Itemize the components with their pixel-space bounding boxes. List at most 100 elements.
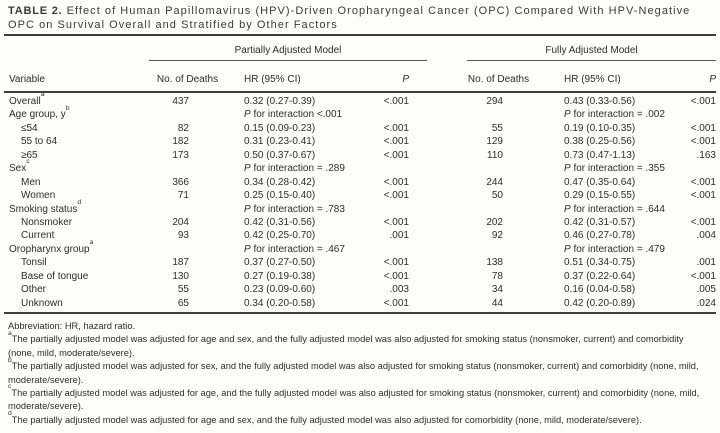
- deaths-fully: 110: [487, 149, 503, 161]
- table-number: TABLE 2.: [8, 5, 63, 17]
- row-label: Oropharynx groupa: [9, 238, 94, 255]
- p-fully: <.001: [690, 190, 716, 202]
- deaths-partial: 187: [172, 257, 189, 269]
- deaths-partial: 65: [177, 297, 189, 309]
- hr-fully: 0.51 (0.34-0.75): [564, 257, 636, 269]
- hr-partial: 0.31 (0.23-0.41): [244, 136, 316, 148]
- hr-fully: 0.47 (0.35-0.64): [564, 176, 636, 188]
- p-symbol: P: [244, 109, 251, 121]
- table-row: Nonsmoker 204 0.42 (0.31-0.56) <.001 202 0.42…: [4, 216, 716, 229]
- row-label: Men: [21, 176, 41, 188]
- hr-partial: P for interaction = .467: [244, 243, 345, 255]
- row-label: Women: [21, 190, 56, 202]
- hr-fully: P for interaction = .479: [564, 243, 665, 255]
- deaths-fully: 34: [491, 284, 503, 296]
- hr-fully: 0.38 (0.25-0.56): [564, 136, 636, 148]
- hr-fully: 0.43 (0.33-0.56): [564, 96, 636, 107]
- deaths-partial: 173: [172, 149, 189, 161]
- deaths-column-header-partial: No. of Deaths: [156, 74, 219, 85]
- table-row: Men 366 0.34 (0.28-0.42) <.001 244 0.47 (0.35…: [4, 176, 716, 189]
- hr-column-header-fully: HR (95% CI): [564, 74, 621, 85]
- p-column-header-fully: P: [709, 74, 716, 85]
- deaths-fully: 44: [491, 297, 503, 309]
- table-row: Overalla 437 0.32 (0.27-0.39) <.001 294 0.43 …: [4, 91, 716, 108]
- hr-partial: 0.34 (0.20-0.58): [244, 297, 316, 309]
- hr-fully: P for interaction = .644: [564, 203, 665, 215]
- p-fully: <.001: [690, 216, 716, 228]
- hr-fully: P for interaction = .002: [564, 109, 665, 121]
- footnotes-list: aThe partially adjusted model was adjust…: [8, 329, 712, 427]
- footnote-marker: c: [26, 158, 30, 166]
- p-fully: .001: [696, 257, 716, 269]
- hr-partial: 0.34 (0.28-0.42): [244, 176, 316, 188]
- footnote: cThe partially adjusted model was adjust…: [8, 383, 700, 412]
- deaths-partial: 71: [177, 190, 189, 202]
- table-row: Sexc P for interaction = .289 P for intera…: [4, 158, 716, 175]
- footnote-marker: c: [8, 383, 12, 391]
- deaths-fully: 244: [486, 176, 503, 188]
- p-fully: .024: [696, 297, 716, 309]
- deaths-partial: 437: [172, 96, 189, 107]
- hr-fully: 0.37 (0.22-0.64): [564, 270, 636, 282]
- row-label: Sexc: [9, 158, 30, 175]
- table-row: ≥65 173 0.50 (0.37-0.67) <.001 110 0.73 (0.47…: [4, 149, 716, 162]
- row-label: Age group, yb: [9, 104, 70, 121]
- table-row: Other 55 0.23 (0.09-0.60) .003 34 0.16 (0.04-…: [4, 283, 716, 296]
- hr-partial: 0.23 (0.09-0.60): [244, 284, 316, 296]
- deaths-partial: 55: [177, 284, 189, 296]
- p-symbol: P: [564, 163, 571, 175]
- p-partial: <.001: [383, 149, 409, 161]
- table-body: Overalla 437 0.32 (0.27-0.39) <.001 294 0.43 …: [4, 91, 716, 314]
- p-fully: .163: [696, 149, 716, 161]
- p-symbol: P: [564, 243, 571, 255]
- deaths-partial: 130: [172, 270, 189, 282]
- table-row: Age group, yb P for interaction <.001 P fo…: [4, 104, 716, 121]
- table-row: Oropharynx groupa P for interaction = .46…: [4, 238, 716, 256]
- hr-partial: 0.37 (0.27-0.50): [244, 257, 316, 269]
- hr-column-header-partial: HR (95% CI): [244, 74, 301, 85]
- hr-fully: 0.73 (0.47-1.13): [564, 149, 636, 161]
- table-row: Unknown 65 0.34 (0.20-0.58) <.001 44 0.42 (0.…: [4, 297, 716, 310]
- p-symbol: P: [564, 203, 571, 215]
- footnote-marker: d: [8, 410, 12, 418]
- p-partial: <.001: [383, 270, 409, 282]
- footnote-marker: b: [65, 104, 70, 112]
- p-partial: <.001: [383, 96, 409, 107]
- model-header-row: Partially Adjusted Model Fully Adjusted …: [4, 36, 716, 61]
- deaths-fully: 92: [491, 230, 503, 242]
- row-label: Smoking statusd: [9, 198, 82, 215]
- p-fully: <.001: [690, 176, 716, 188]
- p-partial: <.001: [383, 190, 409, 202]
- table-row: Smoking statusd P for interaction = .783 P…: [4, 198, 716, 216]
- p-fully: <.001: [690, 270, 716, 282]
- p-partial: <.001: [383, 136, 409, 148]
- table-row: ≤54 82 0.15 (0.09-0.23) <.001 55 0.19 (0.10-0…: [4, 122, 716, 135]
- deaths-partial: 93: [177, 230, 189, 242]
- footnote: bThe partially adjusted model was adjust…: [8, 356, 699, 385]
- top-rule: [4, 34, 716, 36]
- p-partial: <.001: [383, 257, 409, 269]
- hr-fully: 0.46 (0.27-0.78): [564, 230, 636, 242]
- row-label: Unknown: [21, 297, 63, 309]
- p-partial: <.001: [383, 216, 409, 228]
- footnote-marker: a: [8, 329, 12, 337]
- table-row: Women 71 0.25 (0.15-0.40) <.001 50 0.29 (0.15…: [4, 189, 716, 202]
- row-label: Other: [21, 284, 47, 296]
- row-label: 55 to 64: [21, 136, 58, 148]
- p-partial: <.001: [383, 176, 409, 188]
- column-header-row: Variable No. of Deaths HR (95% CI) P No.…: [4, 61, 716, 93]
- footnote-marker: a: [89, 238, 94, 246]
- p-symbol: P: [244, 163, 251, 175]
- hr-fully: P for interaction = .355: [564, 163, 665, 175]
- row-label: Current: [21, 230, 55, 242]
- p-symbol: P: [564, 109, 571, 121]
- deaths-fully: 55: [491, 122, 503, 134]
- p-symbol: P: [244, 203, 251, 215]
- footnote-marker: d: [77, 198, 82, 206]
- hr-fully: 0.19 (0.10-0.35): [564, 122, 636, 134]
- p-partial: <.001: [383, 297, 409, 309]
- hr-partial: 0.50 (0.37-0.67): [244, 149, 316, 161]
- deaths-partial: 82: [177, 122, 189, 134]
- p-column-header-partial: P: [402, 74, 409, 85]
